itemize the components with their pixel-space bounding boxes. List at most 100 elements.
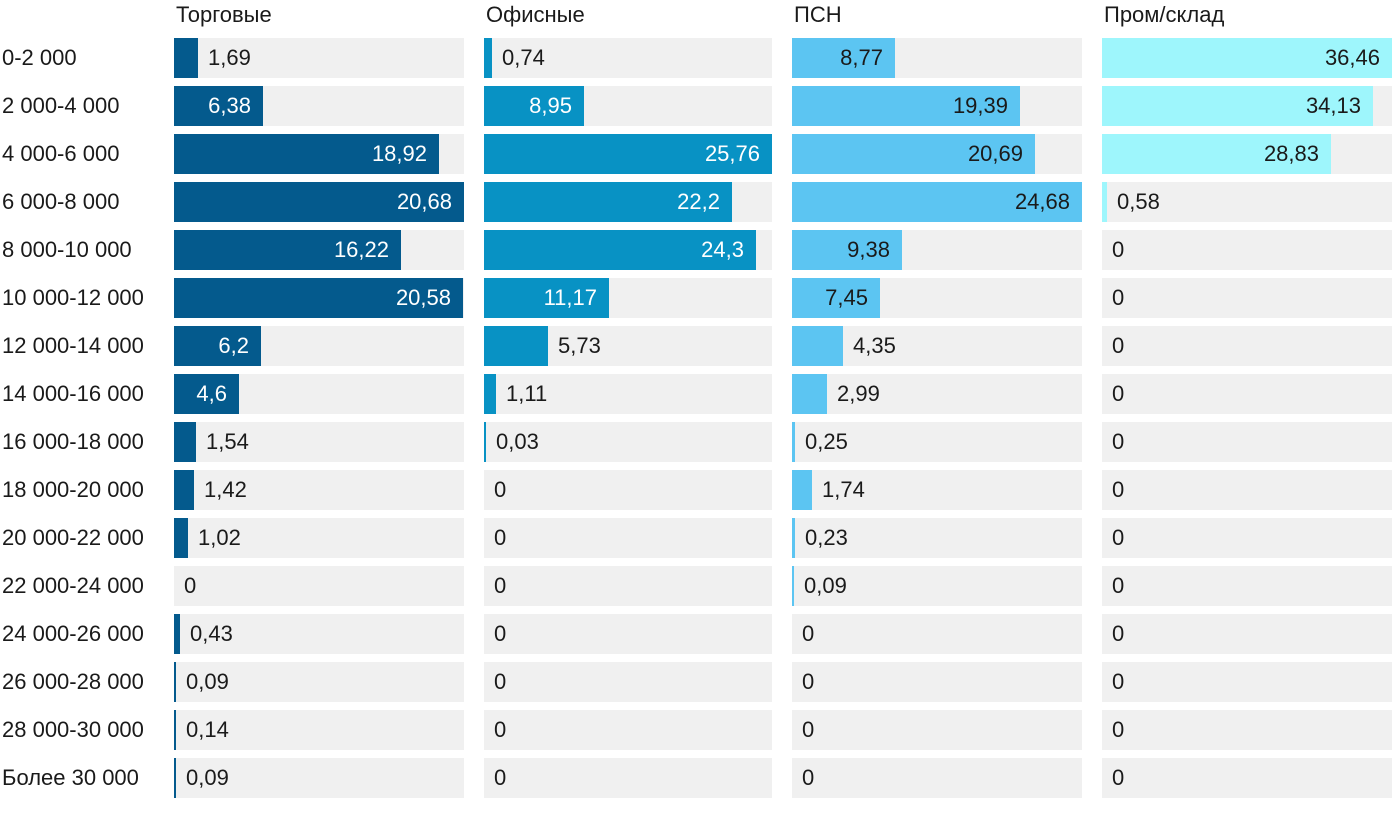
data-label: 0,14 (186, 717, 229, 742)
bar (484, 182, 732, 222)
data-label: 0 (1112, 573, 1125, 598)
bar-track: 16,22 (174, 230, 464, 270)
bar-track: 0 (1102, 614, 1392, 654)
bar (792, 374, 827, 414)
data-label: 16,22 (333, 237, 389, 262)
data-label: 0 (802, 717, 815, 742)
data-label: 18,92 (371, 141, 427, 166)
data-label: 8,95 (529, 93, 572, 118)
bar-track: 20,58 (174, 278, 464, 318)
data-label: 0 (1112, 525, 1125, 550)
bar-track: 0 (1102, 518, 1392, 558)
bar (174, 278, 463, 318)
data-label: 0,23 (805, 525, 848, 550)
category-label: 20 000-22 000 (2, 525, 144, 550)
bar-track: 22,2 (484, 182, 772, 222)
data-label: 0 (494, 621, 507, 646)
bar-track: 0,23 (792, 518, 1082, 558)
bar-track: 0 (792, 710, 1082, 750)
bar-track: 0 (484, 518, 772, 558)
data-label: 0 (1112, 429, 1125, 454)
bar-track: 0 (484, 662, 772, 702)
bar-track: 0 (174, 566, 464, 606)
bar-track: 0 (1102, 470, 1392, 510)
bar-track: 5,73 (484, 326, 772, 366)
category-label: 22 000-24 000 (2, 573, 144, 598)
data-label: 0 (494, 525, 507, 550)
bar-track: 0 (1102, 230, 1392, 270)
bar-track: 0,09 (792, 566, 1082, 606)
bar (792, 566, 794, 606)
data-label: 25,76 (704, 141, 760, 166)
data-label: 0,25 (805, 429, 848, 454)
category-label: 18 000-20 000 (2, 477, 144, 502)
data-label: 1,74 (822, 477, 865, 502)
bar-track: 0,43 (174, 614, 464, 654)
category-label: 16 000-18 000 (2, 429, 144, 454)
bar-track: 8,77 (792, 38, 1082, 78)
data-label: 20,69 (967, 141, 1023, 166)
bar (174, 86, 263, 126)
bar-track: 0,58 (1102, 182, 1392, 222)
data-label: 20,58 (395, 285, 451, 310)
bar (484, 38, 492, 78)
data-label: 0,09 (186, 669, 229, 694)
data-label: 0 (802, 621, 815, 646)
bar (792, 38, 895, 78)
data-label: 0 (802, 765, 815, 790)
category-label: 4 000-6 000 (2, 141, 120, 166)
data-label: 0 (1112, 765, 1125, 790)
bar-track: 18,92 (174, 134, 464, 174)
data-label: 22,2 (677, 189, 720, 214)
bar-track: 0,74 (484, 38, 772, 78)
data-label: 1,02 (198, 525, 241, 550)
bar (792, 422, 795, 462)
data-label: 19,39 (952, 93, 1008, 118)
data-label: 9,38 (847, 237, 890, 262)
bar-track: 1,54 (174, 422, 464, 462)
bar-track: 9,38 (792, 230, 1082, 270)
bar-track: 0,25 (792, 422, 1082, 462)
bar (792, 134, 1035, 174)
data-label: 0 (802, 669, 815, 694)
bar-track: 1,11 (484, 374, 772, 414)
bar (174, 182, 464, 222)
data-label: 20,68 (396, 189, 452, 214)
bar-track: 0 (484, 566, 772, 606)
bar-track: 1,69 (174, 38, 464, 78)
data-label: 0,43 (190, 621, 233, 646)
bar-track: 0 (484, 758, 772, 798)
data-label: 5,73 (558, 333, 601, 358)
bar-track: 25,76 (484, 134, 772, 174)
bar (792, 86, 1020, 126)
data-label: 0 (494, 573, 507, 598)
data-label: 0 (494, 717, 507, 742)
data-label: 1,11 (506, 381, 548, 406)
category-label: 2 000-4 000 (2, 93, 120, 118)
bar-track: 0 (792, 758, 1082, 798)
bar-track: 11,17 (484, 278, 772, 318)
bar-track: 0,09 (174, 758, 464, 798)
data-label: 0 (184, 573, 197, 598)
bar (792, 470, 812, 510)
data-label: 0 (1112, 621, 1125, 646)
bar-track: 0 (792, 614, 1082, 654)
data-label: 36,46 (1324, 45, 1380, 70)
bar (792, 230, 902, 270)
series-title: Торговые (176, 2, 272, 27)
data-label: 8,77 (840, 45, 883, 70)
bar-track: 7,45 (792, 278, 1082, 318)
bar (484, 374, 496, 414)
bar (484, 86, 584, 126)
data-label: 0 (1112, 477, 1125, 502)
bar-track: 2,99 (792, 374, 1082, 414)
data-label: 1,69 (208, 45, 251, 70)
data-label: 6,38 (208, 93, 251, 118)
data-label: 4,6 (196, 381, 227, 406)
bar-track: 8,95 (484, 86, 772, 126)
bar-track: 4,35 (792, 326, 1082, 366)
bar-track: 20,68 (174, 182, 464, 222)
bar (174, 758, 176, 798)
bar-track: 0 (1102, 422, 1392, 462)
bar-track: 36,46 (1102, 38, 1392, 78)
